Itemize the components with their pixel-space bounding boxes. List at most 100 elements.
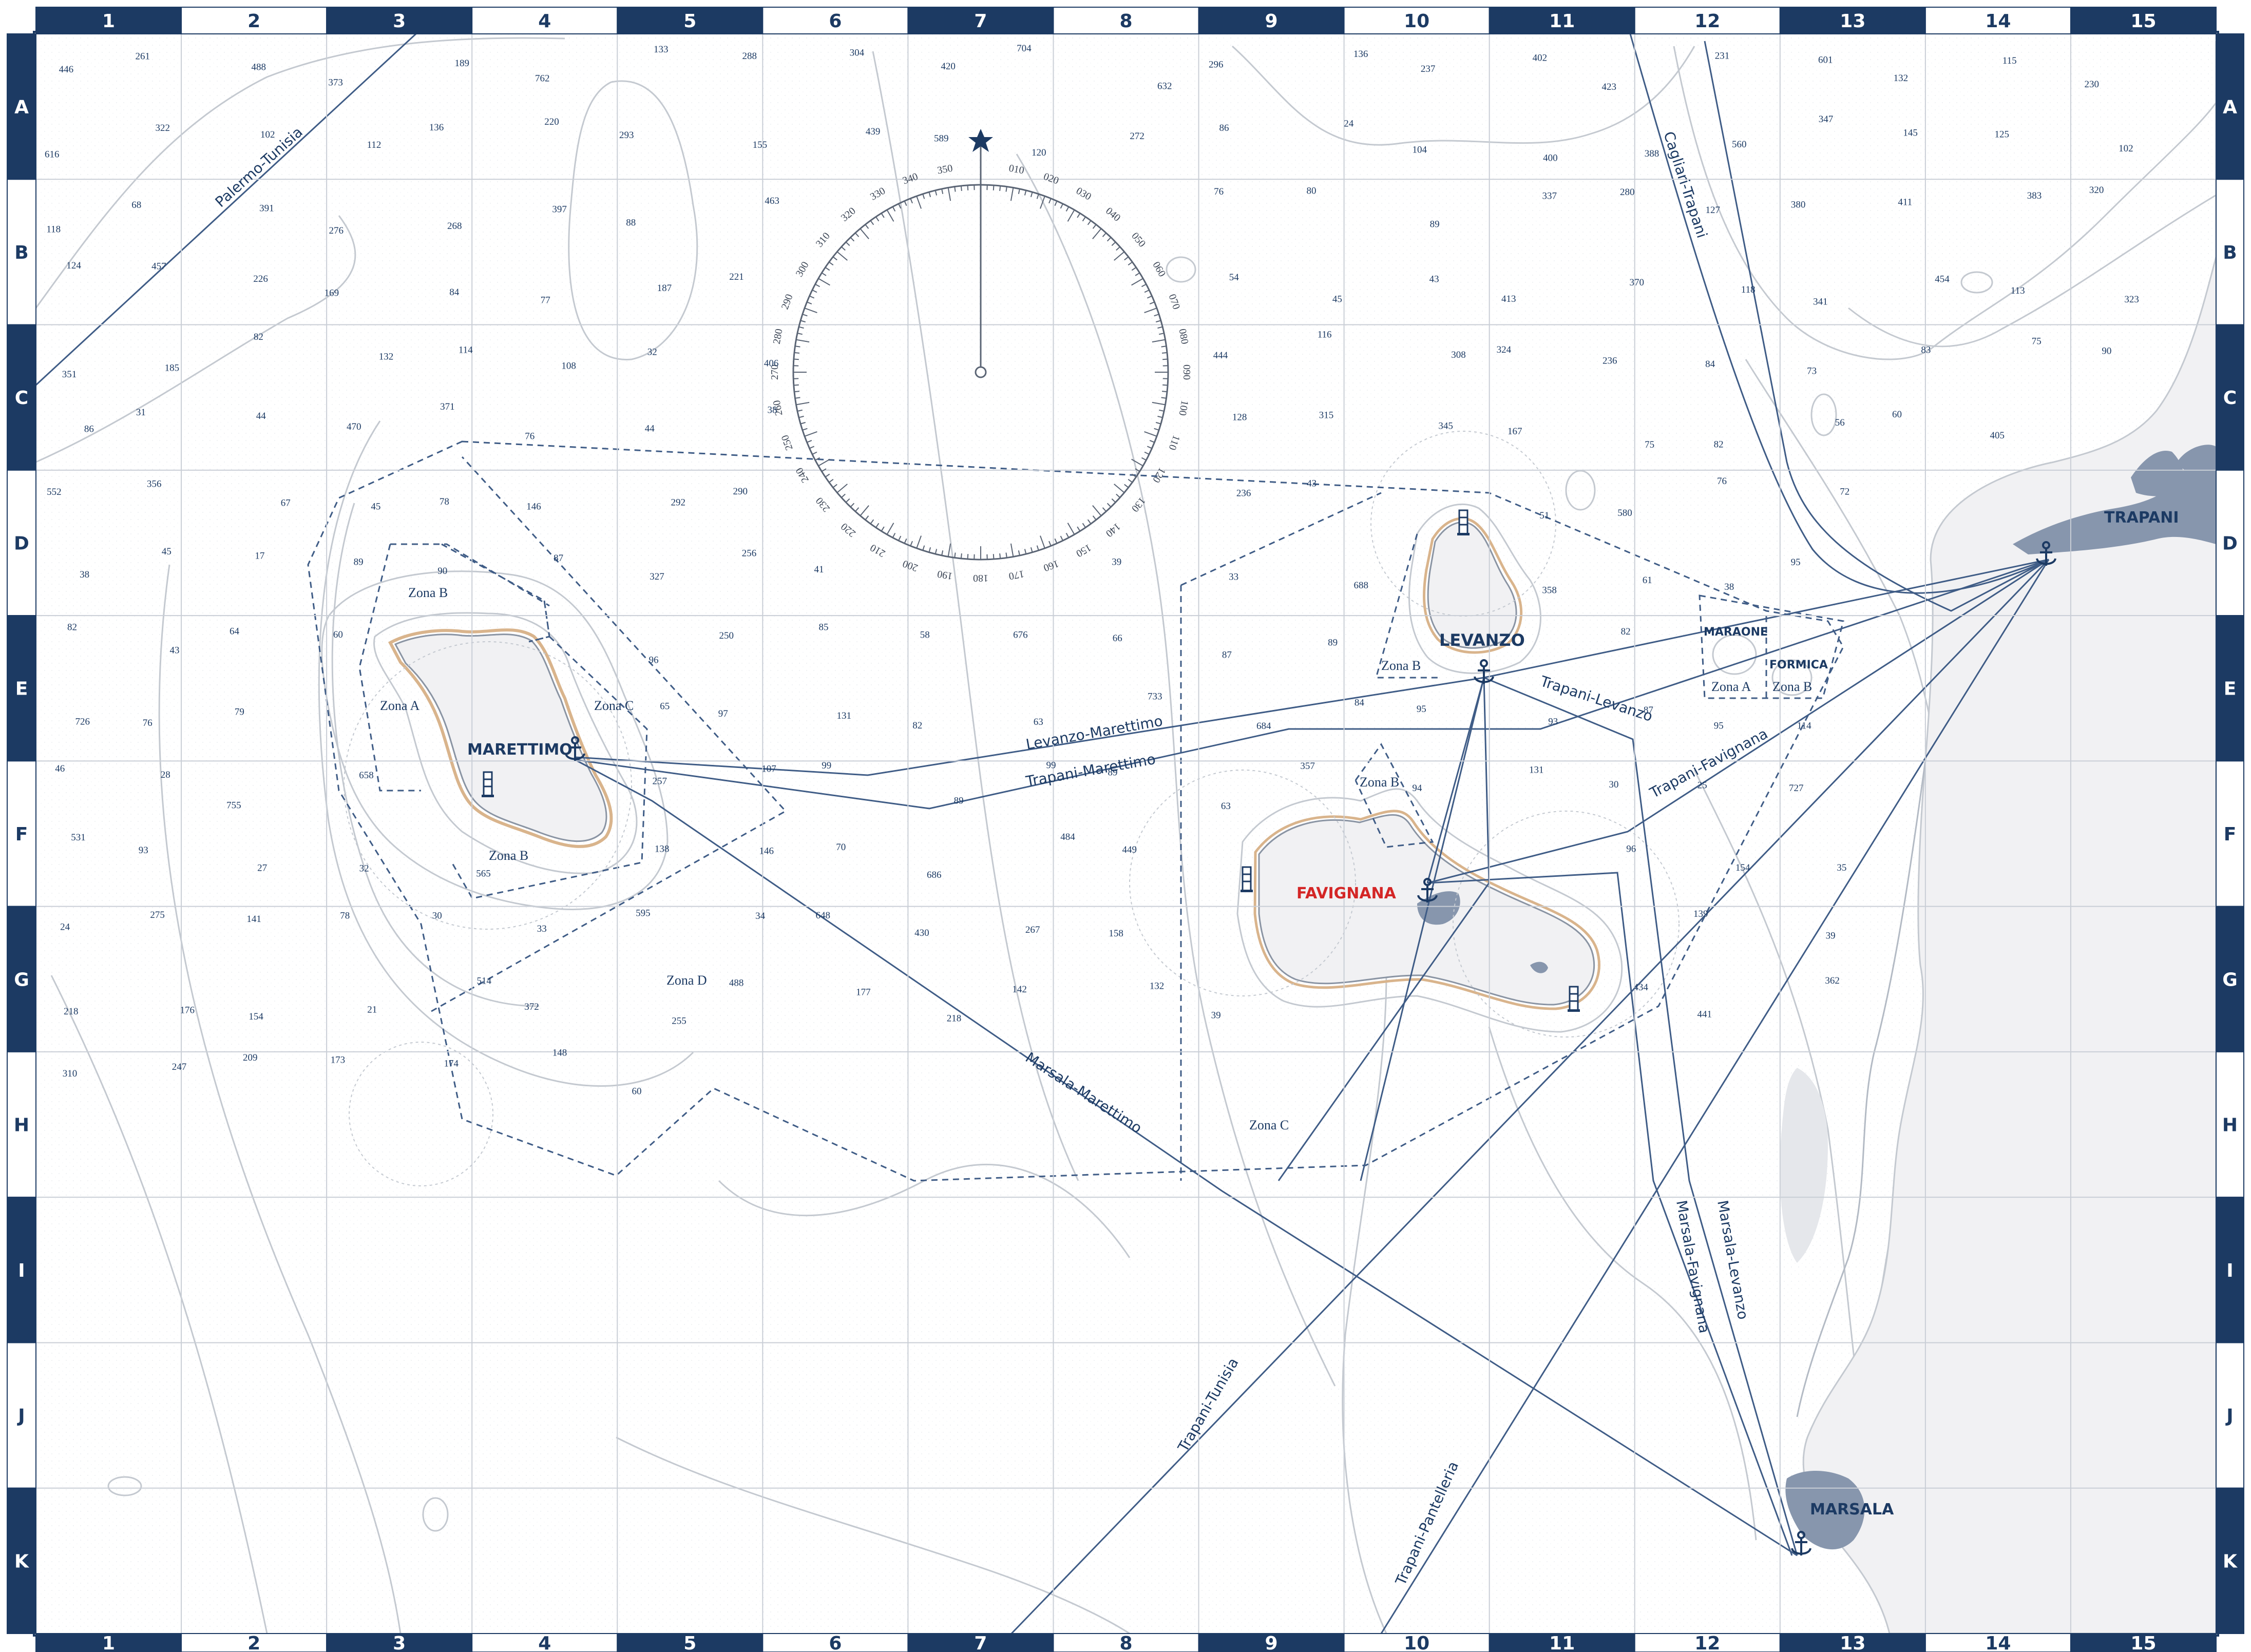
depth-sounding: 124 <box>66 260 81 271</box>
depth-sounding: 104 <box>1412 144 1427 155</box>
row-cell <box>7 906 36 1052</box>
compass-degree-label: 270 <box>769 364 780 380</box>
depth-sounding: 89 <box>354 557 364 568</box>
depth-sounding: 236 <box>1603 356 1617 367</box>
compass-tick <box>1135 468 1140 472</box>
column-label: 6 <box>829 1633 842 1652</box>
column-label: 5 <box>683 11 696 32</box>
depth-sounding: 280 <box>1620 187 1635 198</box>
row-label: I <box>2226 1260 2233 1281</box>
depth-sounding: 95 <box>1417 704 1426 715</box>
compass-tick <box>855 233 860 237</box>
chart-grid <box>36 34 2216 1634</box>
depth-sounding: 406 <box>764 358 779 369</box>
depth-sounding: 78 <box>440 496 449 507</box>
depth-sounding: 94 <box>1412 783 1422 794</box>
contour-line <box>616 1436 1130 1635</box>
compass-tick <box>795 345 800 348</box>
depth-sounding: 686 <box>927 870 942 880</box>
shoal-outline <box>1960 271 1993 294</box>
depth-sounding: 76 <box>1717 476 1727 487</box>
compass-tick <box>807 301 812 304</box>
depth-sounding: 107 <box>761 764 776 775</box>
shoal-outline <box>1565 470 1596 511</box>
compass-tick <box>1036 194 1039 199</box>
depth-sounding: 89 <box>954 796 964 806</box>
range-circle <box>1370 431 1556 617</box>
compass-tick <box>1161 397 1167 399</box>
contour-line <box>1231 45 1695 146</box>
compass-tick <box>812 290 817 293</box>
island-shoreline <box>388 628 613 848</box>
compass-tick <box>821 272 827 276</box>
compass-tick <box>796 339 810 343</box>
route-cagliari-trapani <box>1629 33 2049 594</box>
depth-sounding: 34 <box>755 911 766 921</box>
column-cell <box>2070 1633 2217 1652</box>
compass-tick <box>1144 290 1150 293</box>
shoal-outline <box>1810 393 1837 436</box>
compass-tick <box>865 515 869 521</box>
trapani-water <box>2177 445 2216 475</box>
compass-tick <box>815 457 821 461</box>
compass-tick <box>1152 401 1166 406</box>
depth-sounding: 82 <box>1621 626 1631 637</box>
depth-sounding: 176 <box>180 1005 195 1016</box>
depth-sounding: 131 <box>1529 765 1544 776</box>
range-circle <box>1129 770 1356 996</box>
depth-sounding: 17 <box>255 551 264 562</box>
compass-tick <box>1124 256 1129 261</box>
row-bar-left: A B C D E F G H I J K <box>7 33 36 1635</box>
depth-sounding: 116 <box>1318 330 1332 340</box>
compass-tick <box>1161 345 1167 348</box>
column-cell <box>181 7 328 34</box>
compass-tick <box>818 458 830 467</box>
column-cell <box>1924 7 2071 34</box>
marsala-water <box>1780 1068 1828 1263</box>
depth-sounding: 90 <box>437 566 447 577</box>
compass-tick <box>1107 237 1112 242</box>
compass-tick <box>1128 261 1133 266</box>
contour-line <box>50 975 268 1634</box>
compass-tick <box>809 446 815 449</box>
depth-sounding: 43 <box>170 645 180 656</box>
compass-tick <box>793 358 799 360</box>
depth-sounding: 351 <box>62 369 77 380</box>
anchor-icon <box>1791 1531 1811 1555</box>
column-label: 2 <box>247 1633 260 1652</box>
compass-tick <box>1010 187 1014 201</box>
depth-sounding: 658 <box>359 770 374 781</box>
column-cell <box>1779 1633 1926 1652</box>
depth-sounding: 78 <box>340 910 350 921</box>
island-contour <box>321 570 669 910</box>
levanzo-island <box>1408 503 1541 674</box>
depth-sounding: 341 <box>1813 296 1828 307</box>
compass-tick <box>1154 314 1159 317</box>
row-cell <box>2216 179 2244 325</box>
depth-sounding: 56 <box>1835 417 1845 428</box>
depth-sounding: 102 <box>260 129 275 140</box>
column-cell <box>35 7 182 34</box>
row-label: F <box>15 824 28 845</box>
compass-tick <box>1092 515 1097 521</box>
compass-tick <box>870 220 874 225</box>
depth-sounding: 762 <box>535 73 550 84</box>
depth-sounding: 67 <box>281 498 291 509</box>
contour-line <box>35 37 565 309</box>
compass-tick <box>898 203 902 209</box>
column-label: 2 <box>247 11 260 32</box>
compass-tick <box>812 451 817 455</box>
compass-tick <box>1067 209 1075 222</box>
compass-tick <box>1157 326 1163 329</box>
column-label: 5 <box>683 1633 696 1652</box>
compass-tick <box>1102 233 1107 237</box>
anchor-icon <box>1417 878 1438 902</box>
column-cell <box>617 7 764 34</box>
column-cell <box>1489 7 1635 34</box>
depth-sounding: 470 <box>347 421 361 432</box>
row-label: B <box>2223 242 2237 263</box>
row-label: F <box>2224 824 2237 845</box>
row-label: A <box>14 97 29 118</box>
row-cell <box>2216 1051 2244 1198</box>
mpa-boundary <box>431 456 787 1012</box>
